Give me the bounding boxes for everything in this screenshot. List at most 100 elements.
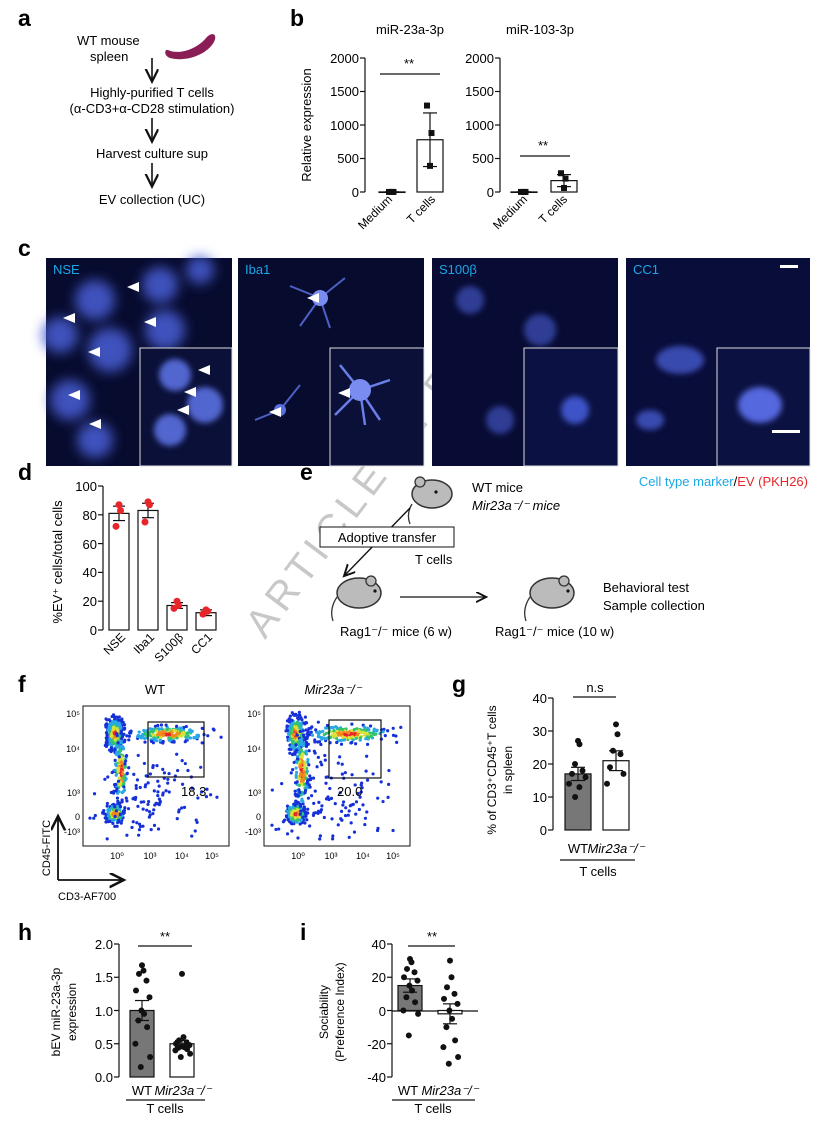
- data-point: [136, 970, 142, 977]
- event-dot: [301, 802, 305, 806]
- event-dot: [363, 816, 368, 820]
- event-dot: [170, 734, 174, 738]
- data-point: [139, 962, 145, 969]
- marker-s100b: S100β: [439, 262, 477, 277]
- event-dot: [350, 722, 354, 726]
- event-dot: [367, 728, 371, 732]
- event-dot: [286, 735, 290, 739]
- event-dot: [298, 812, 302, 816]
- event-dot: [117, 790, 121, 794]
- event-dot: [118, 804, 123, 809]
- event-dot: [299, 741, 303, 746]
- event-dot: [126, 807, 131, 811]
- event-dot: [340, 727, 344, 731]
- data-point: [576, 741, 583, 748]
- d-cat-cc1: CC1: [188, 630, 215, 657]
- event-dot: [365, 810, 369, 814]
- event-dot: [319, 760, 323, 764]
- event-dot: [295, 748, 299, 752]
- event-dot: [136, 804, 140, 808]
- event-dot: [113, 717, 117, 722]
- event-dot: [291, 768, 295, 772]
- event-dot: [295, 808, 299, 812]
- event-dot: [127, 766, 131, 770]
- event-dot: [118, 812, 122, 817]
- event-dot: [204, 794, 209, 799]
- event-dot: [333, 725, 338, 729]
- micrograph-nse: NSE: [42, 256, 233, 467]
- event-dot: [149, 739, 154, 743]
- gate-mir23a: [328, 719, 382, 779]
- event-dot: [325, 723, 330, 728]
- event-dot: [399, 725, 403, 729]
- event-dot: [88, 816, 92, 820]
- event-dot: [324, 726, 328, 730]
- panel-label-f: f: [18, 671, 26, 697]
- legend-ev: EV (PKH26): [737, 474, 808, 489]
- event-dot: [161, 733, 166, 737]
- event-dot: [360, 786, 364, 790]
- event-dot: [337, 731, 342, 735]
- event-dot: [294, 775, 298, 779]
- b2-tick-0: 0: [487, 185, 494, 200]
- i-tick-20: 20: [372, 970, 386, 985]
- h-cat-wt: WT: [132, 1083, 152, 1098]
- data-point: [187, 1050, 194, 1057]
- panel-c: NSE Iba1: [42, 256, 811, 489]
- event-dot: [142, 800, 146, 804]
- event-dot: [156, 827, 161, 831]
- event-dot: [113, 758, 117, 762]
- event-dot: [117, 715, 121, 719]
- event-dot: [362, 725, 367, 729]
- event-dot: [303, 715, 308, 719]
- event-dot: [317, 730, 321, 735]
- data-point: [443, 1024, 450, 1031]
- d-tick-0: 0: [90, 623, 97, 638]
- event-dot: [295, 757, 300, 761]
- event-dot: [120, 767, 124, 771]
- event-dot: [364, 737, 368, 741]
- event-dot: [183, 761, 187, 766]
- event-dot: [155, 764, 159, 768]
- event-dot: [324, 775, 328, 779]
- data-point: [141, 1010, 148, 1017]
- g-y-title-1: % of CD3⁺CD45⁺T cells: [485, 705, 499, 834]
- event-dot: [122, 727, 126, 731]
- event-dot: [362, 733, 367, 737]
- event-dot: [359, 783, 363, 787]
- data-point: [440, 1044, 447, 1051]
- event-dot: [164, 789, 168, 793]
- event-dot: [136, 753, 140, 758]
- event-dot: [156, 790, 160, 794]
- event-dot: [110, 748, 114, 753]
- event-dot: [333, 734, 337, 738]
- event-dot: [219, 735, 223, 739]
- event-dot: [293, 752, 297, 756]
- event-dot: [280, 781, 284, 786]
- event-dot: [179, 734, 183, 738]
- data-point: [184, 1046, 191, 1053]
- event-dot: [350, 728, 354, 733]
- data-point: [177, 1054, 184, 1061]
- event-dot: [352, 830, 357, 834]
- gate-value-wt: 18.3: [181, 784, 206, 799]
- data-point: [604, 780, 610, 787]
- event-dot: [121, 810, 125, 814]
- data-point: [610, 747, 616, 754]
- b1-tick-0: 0: [352, 185, 359, 200]
- event-dot: [141, 824, 145, 828]
- event-dot: [180, 759, 184, 763]
- event-dot: [337, 727, 342, 731]
- f2-ytick-1e4: 10⁴: [247, 744, 261, 754]
- event-dot: [137, 833, 141, 837]
- event-dot: [152, 729, 156, 733]
- data-point: [562, 175, 569, 182]
- event-dot: [297, 788, 301, 792]
- event-dot: [375, 828, 380, 833]
- micrograph-cc1: CC1: [626, 258, 811, 467]
- event-dot: [124, 759, 128, 763]
- panel-f: WT Mir23a⁻/⁻ 18.3 10⁵ 10⁴ 10³ 0 -10³ 10⁰…: [41, 682, 411, 903]
- event-dot: [322, 815, 326, 820]
- event-dot: [326, 795, 330, 799]
- f1-ytick-1e4: 10⁴: [66, 744, 80, 754]
